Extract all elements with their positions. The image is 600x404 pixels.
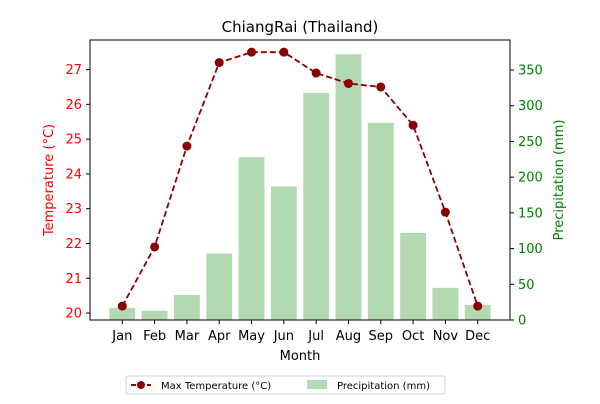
legend-frame	[125, 375, 446, 395]
precipitation-bar-jan	[109, 307, 136, 320]
precipitation-bar-dec	[464, 305, 491, 320]
x-axis-label: Month	[280, 349, 321, 364]
left-axis-label: Temperature (°C)	[42, 124, 57, 237]
x-tick-label-jan: Jan	[111, 329, 132, 344]
precipitation-bar-sep	[367, 122, 394, 320]
x-month-axis: Jan Feb Mar Apr May Jun Jul Aug Sep Oct Nov Dec	[111, 320, 490, 344]
temperature-point-may	[247, 47, 257, 57]
precipitation-bar-jul	[303, 92, 330, 320]
left-tick-label: 27	[65, 63, 82, 78]
temperature-point-jun	[279, 47, 289, 57]
right-tick-label: 200	[518, 171, 543, 186]
right-tick-label: 100	[518, 242, 543, 257]
temperature-point-apr	[214, 58, 224, 68]
precipitation-bar-nov	[432, 287, 459, 320]
temperature-point-jul	[311, 68, 321, 78]
x-tick-label-feb: Feb	[143, 329, 166, 344]
temperature-point-mar	[182, 141, 192, 151]
left-tick-label: 23	[65, 202, 82, 217]
right-tick-label: 300	[518, 99, 543, 114]
legend-label-temperature: Max Temperature (°C)	[161, 381, 271, 392]
x-tick-label-sep: Sep	[369, 329, 394, 344]
left-tick-label: 21	[65, 272, 82, 287]
x-tick-label-jul: Jul	[307, 329, 324, 344]
right-tick-label: 50	[518, 278, 535, 293]
precipitation-bar-may	[238, 157, 265, 320]
chart-title: ChiangRai (Thailand)	[222, 18, 379, 36]
left-tick-label: 26	[65, 98, 82, 113]
x-tick-label-jun: Jun	[273, 329, 294, 344]
precipitation-bar-oct	[400, 232, 426, 320]
legend-bar-swatch	[307, 380, 327, 389]
temperature-point-jan	[117, 301, 127, 311]
left-tick-label: 24	[65, 167, 82, 182]
temperature-point-nov	[440, 207, 450, 217]
legend: Max Temperature (°C) Precipitation (mm)	[125, 375, 446, 395]
right-tick-label: 250	[518, 135, 543, 150]
left-tick-label: 20	[65, 307, 82, 322]
precipitation-bars	[109, 54, 491, 321]
x-tick-label-may: May	[238, 329, 265, 344]
left-temperature-axis: 20 21 22 23 24 25 26 27	[65, 63, 90, 322]
temperature-point-aug	[343, 78, 353, 88]
temperature-point-feb	[150, 242, 160, 252]
x-tick-label-aug: Aug	[336, 329, 361, 344]
precipitation-bar-apr	[206, 253, 233, 320]
temperature-point-sep	[376, 82, 386, 92]
right-tick-label: 150	[518, 206, 543, 221]
x-tick-label-dec: Dec	[465, 329, 490, 344]
temperature-point-dec	[473, 301, 483, 311]
precipitation-bar-jun	[270, 186, 297, 320]
right-tick-label: 0	[518, 314, 526, 329]
temperature-point-oct	[408, 120, 418, 130]
temperature-line	[117, 47, 483, 311]
temperature-line-path	[121, 51, 479, 307]
x-tick-label-oct: Oct	[402, 329, 424, 344]
legend-label-precipitation: Precipitation (mm)	[337, 381, 430, 392]
plot-frame	[89, 39, 511, 321]
left-tick-label: 25	[65, 133, 82, 148]
precipitation-bar-mar	[174, 295, 200, 320]
right-tick-label: 350	[518, 64, 543, 79]
precipitation-bar-feb	[141, 310, 168, 320]
legend-line-marker	[137, 381, 145, 389]
right-precipitation-axis: 0 50 100 150 200 250 300 350	[510, 64, 543, 329]
x-tick-label-mar: Mar	[175, 329, 200, 344]
precipitation-bar-aug	[335, 54, 362, 321]
right-axis-label: Precipitation (mm)	[552, 120, 567, 241]
x-tick-label-apr: Apr	[208, 329, 231, 344]
left-tick-label: 22	[65, 237, 82, 252]
x-tick-label-nov: Nov	[433, 329, 459, 344]
